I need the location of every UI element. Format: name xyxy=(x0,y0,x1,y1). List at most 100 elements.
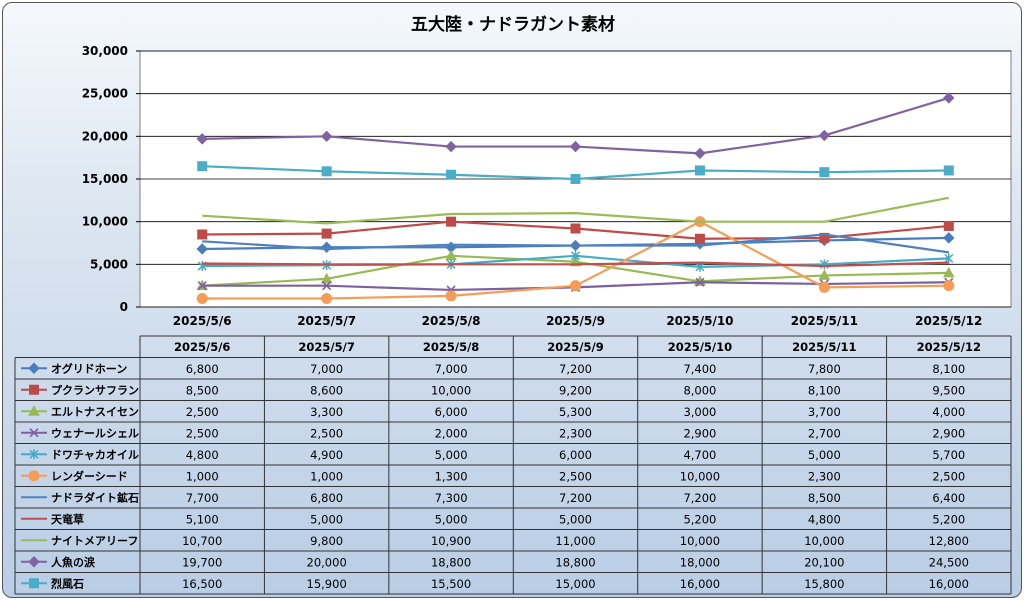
table-cell: 18,800 xyxy=(431,555,471,569)
series-line xyxy=(202,196,949,225)
legend-label: ドワチャカオイル xyxy=(51,448,139,461)
series-9 xyxy=(202,196,949,225)
x-tick-label: 2025/5/9 xyxy=(546,314,605,328)
marker-square xyxy=(943,220,954,231)
series-2 xyxy=(197,216,954,244)
table-cell: 4,000 xyxy=(932,405,965,419)
marker-star xyxy=(944,253,954,264)
legend-label: オグリドホーン xyxy=(51,361,127,375)
marker-square xyxy=(694,165,705,176)
table-cell: 3,300 xyxy=(310,405,343,419)
table-cell: 10,700 xyxy=(182,534,222,548)
table-cell: 5,200 xyxy=(683,512,716,526)
marker-square xyxy=(29,578,39,589)
series-line xyxy=(202,261,949,268)
marker-diamond xyxy=(320,130,333,143)
legend-label: レンダーシード xyxy=(51,469,128,483)
table-cell: 3,000 xyxy=(683,405,716,419)
x-tick-label: 2025/5/8 xyxy=(422,314,481,328)
marker-triangle xyxy=(942,266,955,278)
table-cell: 11,000 xyxy=(555,534,595,548)
table-cell: 5,000 xyxy=(808,448,841,462)
series-line xyxy=(202,233,949,254)
marker-x xyxy=(322,281,332,291)
table-cell: 3,700 xyxy=(808,405,841,419)
table-cell: 2,700 xyxy=(808,426,841,440)
table-cell: 8,100 xyxy=(932,362,965,376)
table-cell: 15,900 xyxy=(307,577,347,591)
table-cell: 20,100 xyxy=(804,555,844,569)
marker-square xyxy=(29,384,39,395)
table-cell: 8,500 xyxy=(186,383,219,397)
marker-circle xyxy=(570,280,581,292)
table-cell: 2,300 xyxy=(559,426,592,440)
marker-star xyxy=(29,449,39,460)
table-cell: 10,000 xyxy=(804,534,844,548)
table-cell: 2,300 xyxy=(808,469,841,483)
table-row: 人魚の涙 19,700 20,000 18,800 18,800 18,000 20,100… xyxy=(21,555,969,569)
table-cell: 10,000 xyxy=(680,469,720,483)
marker-star xyxy=(570,250,581,261)
series-6 xyxy=(196,216,955,304)
table-header-cell: 2025/5/10 xyxy=(668,340,732,354)
table-row: 天竜草 5,100 5,000 5,000 5,000 5,200 4,800 5,200 xyxy=(21,512,965,526)
marker-triangle xyxy=(818,269,831,280)
series-7 xyxy=(202,233,949,254)
legend-label: プクランサフラン xyxy=(51,383,139,397)
table-cell: 7,200 xyxy=(683,491,716,505)
marker-triangle xyxy=(320,272,333,284)
marker-x xyxy=(29,428,39,438)
table-cell: 5,300 xyxy=(559,405,592,419)
table-cell: 5,000 xyxy=(435,512,468,526)
table-cell: 8,100 xyxy=(808,383,841,397)
table-header-cell: 2025/5/8 xyxy=(423,340,479,354)
legend-label: ナドラダイト鉱石 xyxy=(51,490,139,504)
table-cell: 5,700 xyxy=(932,448,965,462)
y-tick-label: 25,000 xyxy=(82,87,128,101)
table-cell: 1,300 xyxy=(435,469,468,483)
table-cell: 8,000 xyxy=(683,383,716,397)
legend-label: 天竜草 xyxy=(51,512,84,526)
legend-label: ウェナールシェル xyxy=(51,427,139,440)
table-row: ナイトメアリーフ 10,700 9,800 10,900 11,000 10,000 10,… xyxy=(21,534,969,548)
marker-diamond xyxy=(196,133,208,145)
table-row: エルトナスイセン 2,500 3,300 6,000 5,300 3,000 3,700 4,… xyxy=(21,405,965,419)
table-cell: 4,900 xyxy=(310,448,343,462)
legend-label: エルトナスイセン xyxy=(51,405,139,418)
table-row: レンダーシード 1,000 1,000 1,300 2,500 10,000 2,300 2,… xyxy=(21,469,965,483)
table-cell: 5,000 xyxy=(559,512,592,526)
table-cell: 5,000 xyxy=(435,448,468,462)
table-cell: 8,500 xyxy=(808,491,841,505)
table-row: プクランサフラン 8,500 8,600 10,000 9,200 8,000 8,100 9… xyxy=(21,383,965,397)
table-cell: 2,500 xyxy=(932,469,965,483)
table-cell: 7,200 xyxy=(559,362,592,376)
table-cell: 10,000 xyxy=(431,383,471,397)
table-cell: 9,800 xyxy=(310,534,343,548)
marker-triangle xyxy=(28,405,40,416)
table-cell: 6,400 xyxy=(932,491,965,505)
marker-diamond xyxy=(943,92,955,104)
table-cell: 2,500 xyxy=(559,469,592,483)
marker-circle xyxy=(943,280,955,292)
table-cell: 9,200 xyxy=(559,383,592,397)
table-cell: 16,000 xyxy=(680,577,720,591)
series-11 xyxy=(197,161,954,184)
marker-square xyxy=(819,167,830,178)
y-tick-label: 0 xyxy=(120,300,128,314)
table-cell: 1,000 xyxy=(310,469,343,483)
x-tick-label: 2025/5/6 xyxy=(173,314,232,328)
marker-square xyxy=(197,229,208,240)
table-row: オグリドホーン 6,800 7,000 7,000 7,200 7,400 7,800 8,1… xyxy=(21,361,965,376)
table-row: 烈風石 16,500 15,900 15,500 15,000 16,000 15,800 1… xyxy=(21,576,969,591)
table-header-cell: 2025/5/9 xyxy=(547,340,603,354)
table-cell: 7,200 xyxy=(559,491,592,505)
table-cell: 16,500 xyxy=(182,577,222,591)
table-cell: 5,000 xyxy=(310,512,343,526)
table-cell: 2,900 xyxy=(683,426,716,440)
chart-title: 五大陸・ナドラガント素材 xyxy=(411,14,615,35)
marker-square xyxy=(943,165,954,176)
marker-circle xyxy=(28,470,40,482)
marker-square xyxy=(446,169,457,180)
x-tick-label: 2025/5/12 xyxy=(915,314,982,328)
plot-area: 30,000 25,000 20,000 15,000 10,000 5,000 0 2025… xyxy=(82,44,1012,328)
